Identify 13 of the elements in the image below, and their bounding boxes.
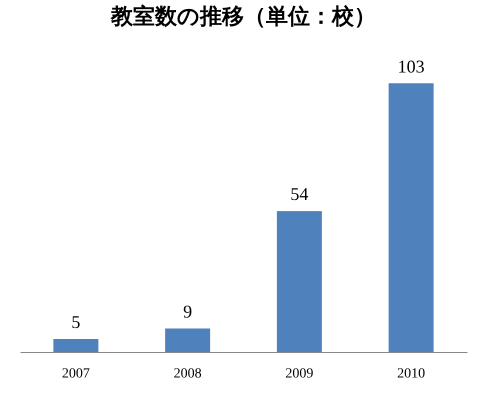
x-tick-label: 2009	[285, 366, 314, 382]
data-label: 5	[71, 312, 80, 332]
bar	[165, 328, 210, 352]
x-tick-label: 2010	[397, 366, 426, 382]
data-label: 103	[398, 56, 425, 76]
x-tick-label: 2008	[174, 366, 202, 382]
bar	[388, 83, 434, 352]
bar	[276, 211, 322, 352]
data-label: 9	[183, 302, 192, 322]
bar	[53, 338, 98, 352]
data-label: 54	[290, 184, 308, 204]
chart-title: 教室数の推移（単位：校）	[110, 3, 376, 28]
x-tick-label: 2007	[62, 366, 90, 382]
